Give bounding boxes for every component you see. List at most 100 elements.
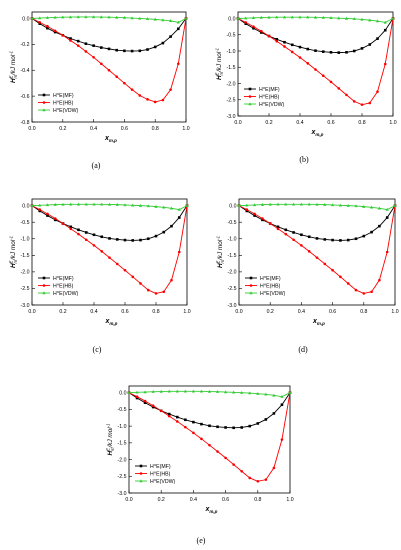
legend-label: H^E(VDW)	[260, 291, 285, 297]
chart-panel-a: 0.0 0.2 0.4 0.6 0.8 1.0 0.0 -0.2 -0.4 -0.6 -0.8 xm,…	[9, 11, 190, 143]
data-point	[276, 202, 280, 206]
data-point	[115, 238, 119, 241]
legend-label: H^E(HB)	[53, 100, 74, 106]
x-axis-label: xm,p	[311, 129, 324, 137]
data-point	[360, 103, 364, 106]
data-point	[175, 389, 179, 393]
data-point	[315, 237, 319, 240]
data-point	[38, 209, 42, 213]
data-point	[61, 15, 65, 19]
legend-label: H^E(HB)	[150, 471, 171, 477]
data-point	[272, 466, 276, 470]
data-point	[84, 50, 88, 53]
legend-marker	[42, 101, 46, 104]
data-point	[176, 20, 180, 24]
legend: H^E(MF)H^E(HB) H^E(VDW)	[135, 464, 175, 485]
data-point	[329, 16, 333, 20]
legend-label: H^E(MF)	[150, 464, 171, 470]
y-tick-label: -1.5	[228, 253, 237, 259]
data-point	[115, 48, 118, 52]
y-tick-label: -0.5	[228, 220, 237, 226]
data-point	[321, 15, 325, 19]
data-point	[46, 26, 49, 30]
y-tick-label: -3.0	[227, 114, 236, 120]
data-point	[245, 203, 249, 207]
data-point	[352, 49, 356, 53]
data-point	[184, 16, 188, 20]
data-point	[292, 202, 296, 206]
x-tick-label: 1.0	[286, 497, 293, 503]
data-point	[362, 204, 366, 208]
legend-label: H^E(MF)	[53, 93, 74, 99]
data-point	[92, 44, 95, 47]
data-point	[368, 18, 372, 22]
data-point	[177, 27, 180, 31]
data-point	[314, 68, 317, 71]
data-point	[115, 262, 119, 266]
data-point	[276, 225, 280, 229]
legend-label: H^E(HB)	[260, 283, 281, 289]
data-point	[237, 203, 241, 207]
data-point	[298, 56, 302, 59]
data-point	[100, 235, 104, 239]
data-point	[272, 412, 276, 415]
x-tick-label: 0.0	[28, 126, 35, 132]
x-tick-label: 0.6	[329, 309, 336, 315]
data-point	[354, 237, 358, 241]
series-line	[237, 18, 394, 54]
data-point	[170, 224, 173, 228]
data-point	[154, 204, 158, 208]
legend-label: H^E(HB)	[259, 94, 280, 100]
series-mf	[237, 204, 397, 242]
data-point	[99, 15, 103, 19]
data-point	[46, 24, 49, 28]
data-point	[146, 237, 150, 241]
x-axis-label: xm,p	[312, 318, 325, 326]
data-point	[100, 202, 104, 206]
data-point	[339, 275, 342, 279]
data-point	[130, 49, 134, 53]
data-point	[339, 239, 342, 242]
data-point	[346, 282, 350, 285]
data-point	[151, 405, 155, 409]
x-tick-label: 0.8	[360, 309, 367, 315]
x-tick-label: 0.2	[265, 120, 272, 126]
y-tick-label: -2.0	[227, 81, 236, 87]
data-point	[331, 268, 334, 272]
data-point	[329, 80, 333, 84]
data-point	[307, 235, 311, 239]
y-tick-label: -0.5	[21, 220, 30, 226]
data-point	[84, 15, 88, 19]
data-point	[61, 33, 65, 37]
data-point	[115, 75, 118, 79]
data-point	[153, 45, 157, 49]
data-point	[375, 19, 380, 23]
data-point	[298, 15, 302, 19]
data-point	[323, 238, 327, 241]
data-point	[252, 25, 255, 28]
data-point	[283, 40, 286, 44]
data-point	[264, 392, 268, 396]
data-point	[100, 250, 104, 253]
data-point	[323, 202, 327, 206]
x-axis-label: xm,p	[205, 506, 218, 514]
data-point	[245, 209, 249, 213]
data-point	[191, 389, 195, 393]
y-tick-label: -2.5	[227, 98, 236, 104]
y-tick-label: -0.5	[227, 33, 236, 39]
data-point	[393, 203, 397, 207]
data-point	[280, 395, 284, 398]
data-point	[123, 203, 127, 207]
y-tick-label: 0.0	[119, 390, 126, 396]
data-point	[306, 47, 310, 51]
data-point	[122, 15, 126, 19]
data-point	[30, 16, 34, 20]
data-point	[61, 202, 65, 206]
data-point	[306, 15, 310, 19]
legend-marker	[248, 87, 252, 91]
data-point	[46, 212, 49, 216]
x-axis-label: xm,p	[104, 135, 117, 143]
x-tick-label: 0.4	[298, 309, 305, 315]
data-point	[38, 21, 41, 24]
data-point	[360, 47, 364, 50]
